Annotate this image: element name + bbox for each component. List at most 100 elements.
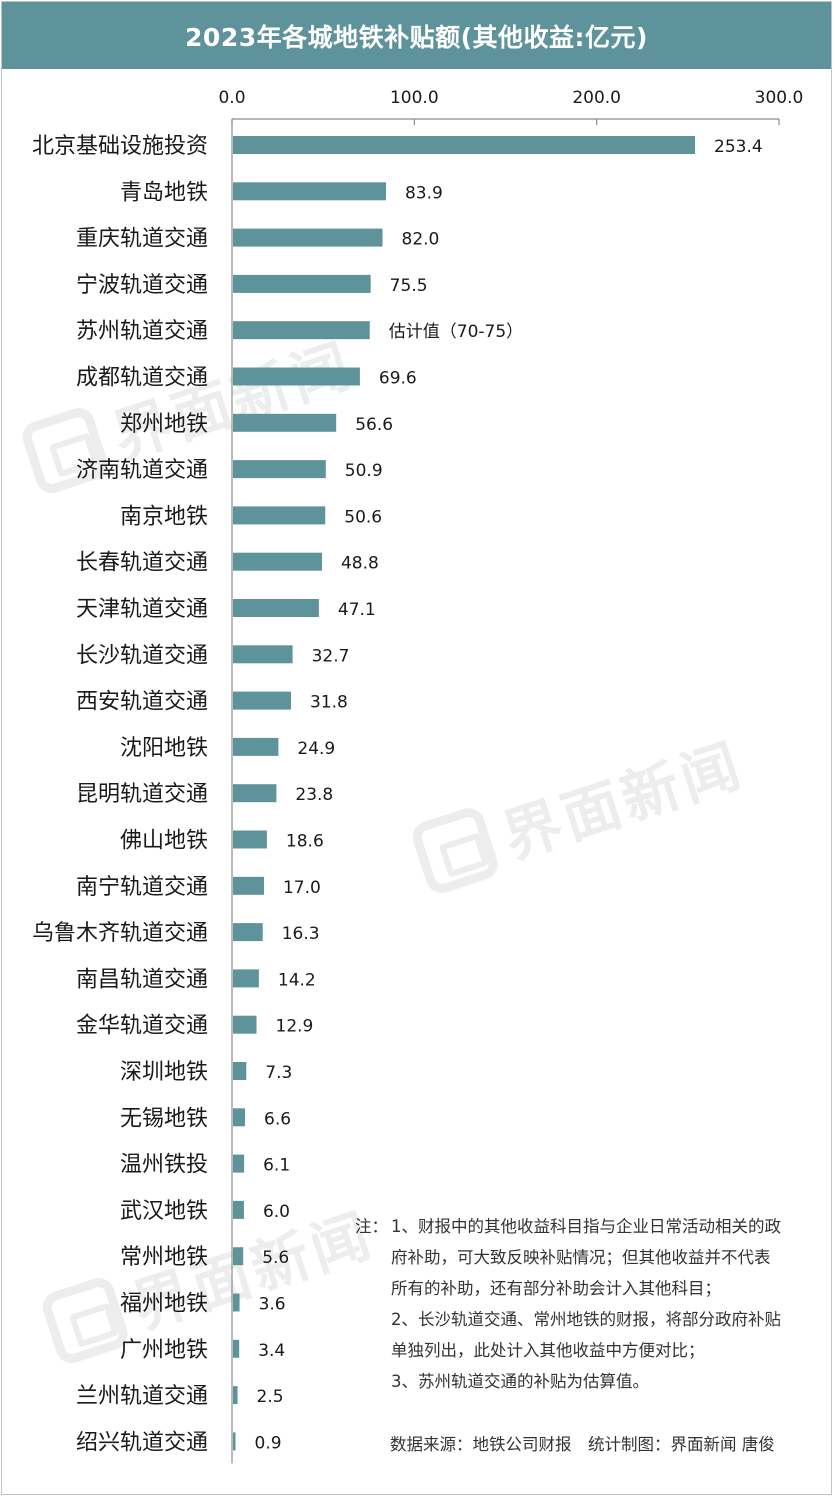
x-tick-label: 200.0 [572, 88, 621, 108]
bar [233, 182, 386, 201]
data-label: 18.6 [286, 832, 324, 852]
data-label: 6.6 [264, 1109, 291, 1129]
data-label: 47.1 [338, 600, 376, 620]
data-label: 17.0 [283, 878, 321, 898]
data-label: 3.6 [259, 1295, 286, 1315]
bar [233, 460, 326, 479]
category-label: 南宁轨道交通 [76, 875, 208, 900]
bar [233, 1108, 246, 1127]
category-label: 金华轨道交通 [76, 1014, 208, 1039]
category-label: 南京地铁 [120, 504, 208, 529]
data-label: 50.9 [345, 461, 383, 481]
chart-title: 2023年各城地铁补贴额(其他收益:亿元) [185, 22, 648, 52]
bar [233, 1247, 244, 1266]
bar [233, 830, 267, 849]
category-label: 乌鲁木齐轨道交通 [32, 921, 208, 946]
data-label: 83.9 [405, 183, 443, 203]
data-label: 75.5 [390, 276, 428, 296]
category-label: 长沙轨道交通 [76, 643, 208, 668]
x-tick-label: 300.0 [755, 88, 804, 108]
category-label: 西安轨道交通 [76, 690, 208, 715]
data-label: 5.6 [262, 1248, 289, 1268]
bar [233, 413, 337, 432]
data-label: 6.0 [263, 1202, 290, 1222]
source-credit: 数据来源：地铁公司财报 统计制图：界面新闻 唐俊 [390, 1435, 775, 1454]
data-label: 3.4 [258, 1341, 285, 1361]
bar [233, 1062, 247, 1080]
bar [233, 1339, 240, 1358]
bar [233, 552, 322, 571]
bar [233, 737, 279, 756]
bar [233, 645, 293, 664]
bar [233, 1015, 257, 1034]
category-label: 天津轨道交通 [76, 597, 208, 622]
bar [233, 367, 360, 386]
data-label: 82.0 [402, 230, 440, 250]
category-label: 长春轨道交通 [76, 551, 208, 576]
category-label: 深圳地铁 [120, 1060, 208, 1085]
category-label: 沈阳地铁 [120, 736, 208, 761]
category-label: 武汉地铁 [120, 1199, 208, 1224]
category-label: 常州地铁 [120, 1245, 208, 1270]
category-label: 成都轨道交通 [76, 366, 208, 391]
footnote-line: 单独列出，此处计入其他收益中方便对比； [391, 1341, 705, 1360]
footnote-prefix: 注： [355, 1217, 388, 1236]
bar [233, 1200, 244, 1219]
category-label: 北京基础设施投资 [32, 134, 208, 159]
bar [233, 1432, 236, 1451]
bar [233, 1154, 245, 1173]
footnote-line: 府补助，可大致反映补贴情况；但其他收益并不代表 [391, 1248, 771, 1267]
category-label: 苏州轨道交通 [76, 319, 208, 344]
data-label: 0.9 [255, 1433, 282, 1453]
data-label: 253.4 [714, 137, 763, 157]
category-label: 无锡地铁 [120, 1106, 208, 1131]
footnote-line: 2、长沙轨道交通、常州地铁的财报，将部分政府补贴 [391, 1310, 781, 1329]
data-label: 12.9 [276, 1017, 314, 1037]
bar [233, 599, 319, 617]
x-tick-label: 0.0 [218, 88, 245, 108]
data-label: 6.1 [263, 1156, 290, 1176]
data-label: 48.8 [341, 554, 379, 574]
footnote-block: 注： 1、财报中的其他收益科目指与企业日常活动相关的政 府补助，可大致反映补贴情… [355, 1211, 820, 1397]
bar [233, 1386, 238, 1405]
bar [233, 876, 264, 895]
data-label: 56.6 [355, 415, 393, 435]
x-tick-label: 100.0 [390, 88, 439, 108]
category-label: 南昌轨道交通 [76, 967, 208, 992]
data-label: 16.3 [282, 924, 320, 944]
category-label: 宁波轨道交通 [76, 273, 208, 298]
footnote-line: 3、苏州轨道交通的补贴为估算值。 [391, 1372, 649, 1391]
category-label: 青岛地铁 [120, 180, 208, 205]
category-label: 昆明轨道交通 [76, 782, 208, 807]
data-label: 14.2 [278, 970, 316, 990]
footnote-line: 1、财报中的其他收益科目指与企业日常活动相关的政 [391, 1217, 781, 1236]
bar [233, 274, 371, 293]
bar [233, 784, 277, 803]
bar [233, 691, 291, 710]
data-label: 估计值（70-75） [389, 322, 523, 342]
category-label: 郑州地铁 [120, 412, 208, 437]
bar [233, 923, 263, 942]
category-label: 福州地铁 [120, 1292, 208, 1317]
category-label: 温州铁投 [120, 1153, 208, 1178]
data-label: 69.6 [379, 369, 417, 389]
footnote-line: 所有的补助，还有部分补助会计入其他科目； [391, 1279, 721, 1298]
category-label: 绍兴轨道交通 [76, 1430, 208, 1455]
bar [233, 1293, 240, 1312]
data-label: 50.6 [344, 507, 382, 527]
data-label: 7.3 [265, 1063, 292, 1083]
title-bar: 2023年各城地铁补贴额(其他收益:亿元) [2, 2, 831, 69]
data-label: 24.9 [297, 739, 335, 759]
category-label: 广州地铁 [120, 1338, 208, 1363]
category-label: 兰州轨道交通 [76, 1384, 208, 1409]
data-label: 32.7 [312, 646, 350, 666]
bar [233, 969, 259, 988]
data-label: 23.8 [295, 785, 333, 805]
category-label: 重庆轨道交通 [76, 227, 208, 252]
bar [233, 321, 370, 340]
category-label: 佛山地铁 [120, 829, 208, 854]
category-label: 济南轨道交通 [76, 458, 208, 483]
